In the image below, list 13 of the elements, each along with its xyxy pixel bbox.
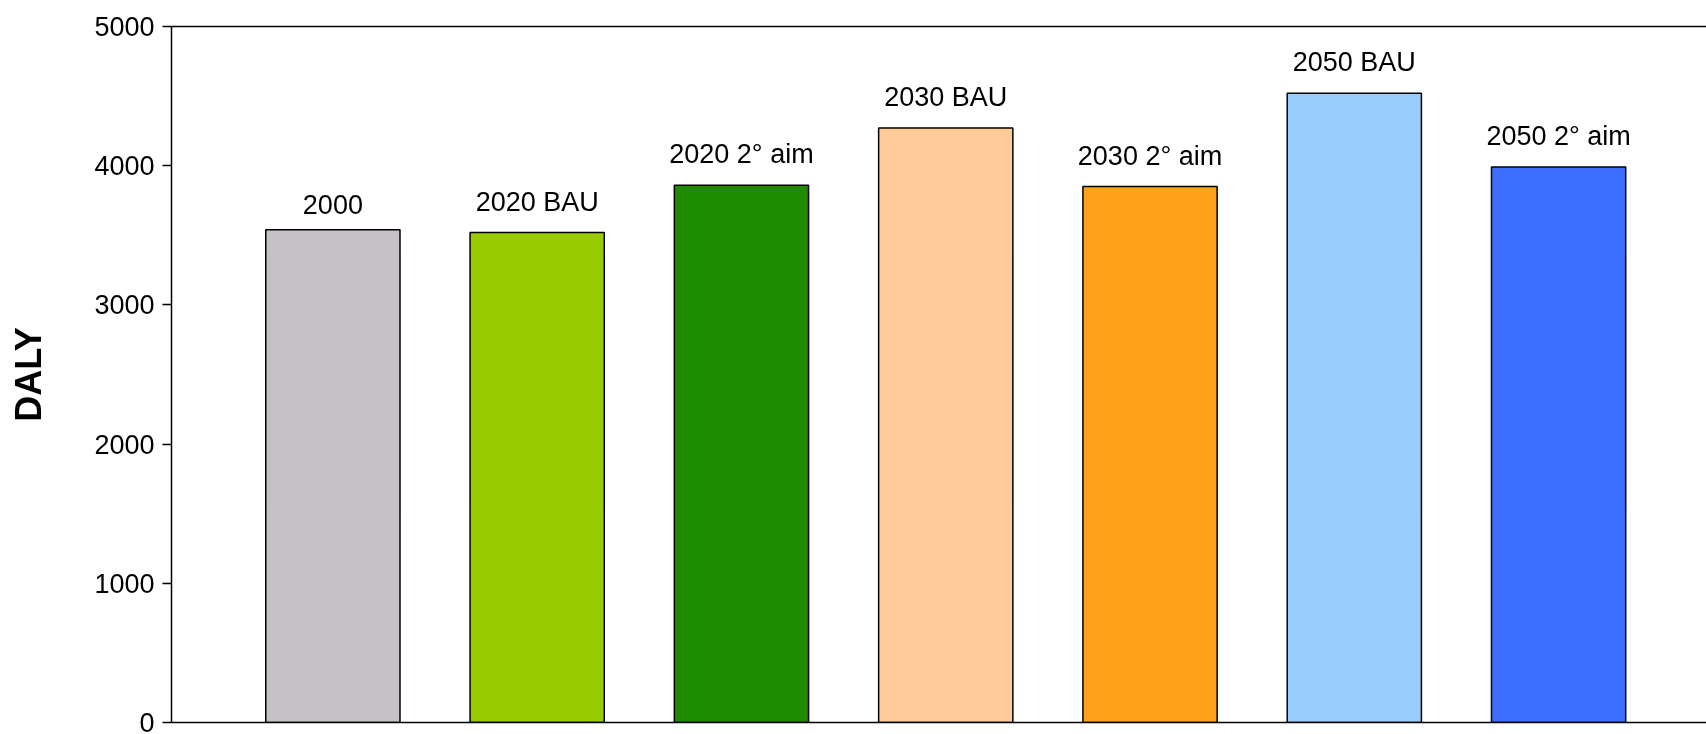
y-tick-label: 1000 <box>94 568 155 599</box>
x-tick-label: 2050 BAU <box>1292 47 1416 78</box>
x-tick-label: 2020 BAU <box>475 186 599 217</box>
x-tick-label: 2030 BAU <box>884 82 1008 113</box>
x-tick-label: 2020 2° aim <box>669 139 814 170</box>
y-axis-title: DALY <box>8 327 50 422</box>
y-tick-label: 0 <box>139 708 155 734</box>
y-tick-label: 4000 <box>94 151 155 182</box>
x-tick-label: 2050 2° aim <box>1486 121 1631 152</box>
y-tick-label: 3000 <box>94 290 155 321</box>
y-tick-label: 2000 <box>94 429 155 460</box>
x-tick-label: 2030 2° aim <box>1077 140 1223 171</box>
y-tick-label: 5000 <box>94 12 155 42</box>
